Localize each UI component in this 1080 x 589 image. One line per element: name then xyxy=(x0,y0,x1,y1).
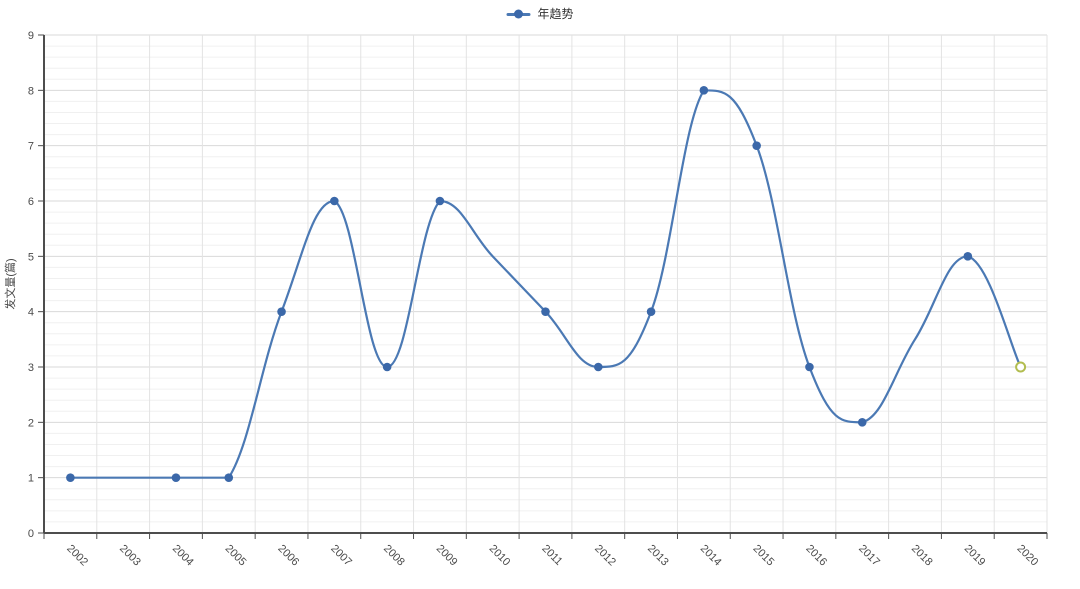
x-axis-label-2002: 2002 xyxy=(64,543,90,569)
legend-line-icon xyxy=(506,9,531,19)
x-axis-label-2018: 2018 xyxy=(909,543,935,569)
legend-item-year-trend[interactable]: 年趋势 xyxy=(506,7,574,21)
x-axis-label-2006: 2006 xyxy=(275,543,301,569)
x-axis-label-2015: 2015 xyxy=(751,543,777,569)
x-axis-label-2020: 2020 xyxy=(1014,543,1040,569)
y-axis-tick-label: 8 xyxy=(28,85,34,97)
trend-line xyxy=(70,89,1022,479)
y-axis-tick-label: 9 xyxy=(28,30,34,42)
y-axis-tick-label: 4 xyxy=(28,307,34,319)
x-axis-label-2013: 2013 xyxy=(645,543,671,569)
data-point-2012[interactable] xyxy=(593,362,603,372)
data-point-2004[interactable] xyxy=(171,473,181,482)
data-point-2007[interactable] xyxy=(330,196,339,206)
x-axis-label-2010: 2010 xyxy=(487,543,513,569)
legend-dot-icon xyxy=(513,9,523,19)
data-point-2019[interactable] xyxy=(963,252,973,261)
x-axis-label-2011: 2011 xyxy=(539,543,564,568)
data-point-2020-hollow[interactable] xyxy=(1015,361,1027,373)
data-point-2011[interactable] xyxy=(541,307,550,316)
data-point-2008[interactable] xyxy=(382,362,392,372)
y-axis-tick-label: 0 xyxy=(28,528,34,540)
data-point-2013[interactable] xyxy=(646,307,656,316)
legend-label: 年趋势 xyxy=(537,7,574,21)
x-axis-label-2005: 2005 xyxy=(223,543,249,569)
y-axis-tick-label: 6 xyxy=(28,196,34,208)
x-axis-label-2014: 2014 xyxy=(698,543,724,569)
y-axis-tick-label: 1 xyxy=(28,473,34,485)
y-axis-tick-label: 7 xyxy=(28,141,34,153)
x-axis-label-2004: 2004 xyxy=(170,543,196,569)
x-axis-label-2008: 2008 xyxy=(381,543,407,569)
y-axis-title: 发文量(篇) xyxy=(3,258,17,309)
x-axis-label-2016: 2016 xyxy=(803,543,829,569)
data-point-2017[interactable] xyxy=(857,418,867,427)
x-axis-label-2012: 2012 xyxy=(592,543,618,569)
x-axis-label-2009: 2009 xyxy=(434,543,460,569)
data-point-2009[interactable] xyxy=(435,196,445,206)
y-axis-tick-label: 2 xyxy=(28,417,34,429)
data-point-2016[interactable] xyxy=(805,362,814,372)
data-point-2006[interactable] xyxy=(277,307,286,316)
y-axis-tick-label: 3 xyxy=(28,362,34,374)
data-point-2005[interactable] xyxy=(224,473,234,482)
x-axis-label-2007: 2007 xyxy=(328,543,354,569)
x-axis-label-2019: 2019 xyxy=(962,543,988,569)
y-axis-tick-label: 5 xyxy=(28,251,34,263)
x-axis-label-2017: 2017 xyxy=(856,543,882,569)
data-point-2015[interactable] xyxy=(752,141,761,150)
x-axis-label-2003: 2003 xyxy=(117,543,143,569)
data-point-2014[interactable] xyxy=(699,86,709,95)
data-point-2002[interactable] xyxy=(66,473,75,482)
